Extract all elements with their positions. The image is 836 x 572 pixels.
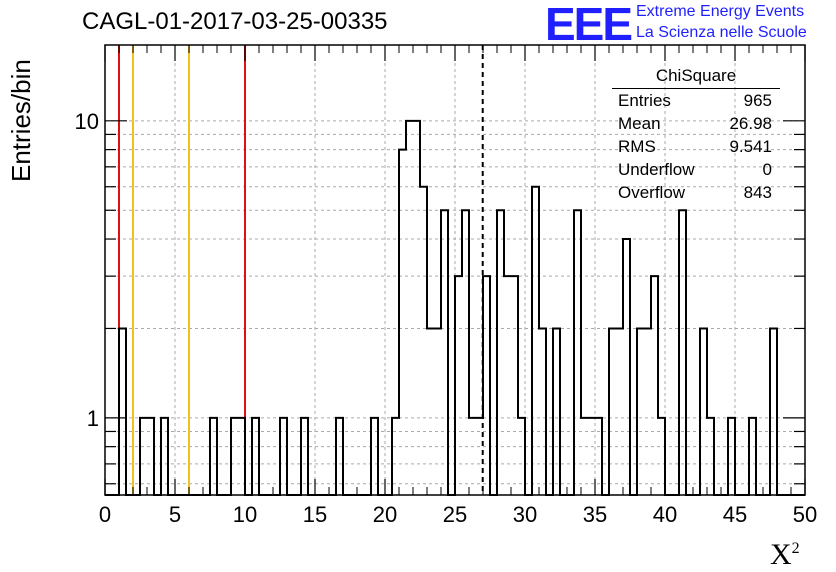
y-tick-label: 10 (75, 109, 99, 134)
histogram-outline (105, 119, 805, 496)
tick-labels: 0 5 10 15 20 25 30 35 40 45 50 1 10 (75, 109, 818, 527)
x-tick-label: 35 (583, 502, 607, 527)
plot-frame (104, 44, 806, 496)
stats-row-mean: Mean 26.98 (618, 114, 772, 133)
x-tick-label: 25 (443, 502, 467, 527)
x-tick-label: 40 (653, 502, 677, 527)
eee-logo: EEE (545, 0, 633, 50)
stats-row-rms: RMS 9.541 (618, 137, 772, 156)
y-axis-label: Entries/bin (6, 59, 36, 182)
logo-subtitle-2: La Scienza nelle Scuole (636, 24, 807, 41)
x-tick-label: 15 (303, 502, 327, 527)
x-axis-label: X2 (770, 538, 800, 571)
axis-ticks (104, 45, 806, 495)
stats-row-underflow: Underflow 0 (618, 160, 772, 179)
x-tick-label: 5 (169, 502, 181, 527)
x-tick-label: 45 (723, 502, 747, 527)
x-tick-label: 10 (233, 502, 257, 527)
chart-title: CAGL-01-2017-03-25-00335 (82, 8, 388, 35)
x-tick-label: 30 (513, 502, 537, 527)
logo-subtitle-1: Extreme Energy Events (636, 3, 805, 20)
stats-box: ChiSquare Entries 965 Mean 26.98 RMS 9.541 … (612, 66, 780, 204)
x-tick-label: 20 (373, 502, 397, 527)
stats-row-overflow: Overflow 843 (618, 183, 772, 202)
x-tick-label: 0 (99, 502, 111, 527)
y-tick-label: 1 (87, 406, 99, 431)
stats-row-entries: Entries 965 (618, 91, 772, 110)
x-tick-label: 50 (793, 502, 817, 527)
stats-title: ChiSquare (612, 66, 780, 89)
